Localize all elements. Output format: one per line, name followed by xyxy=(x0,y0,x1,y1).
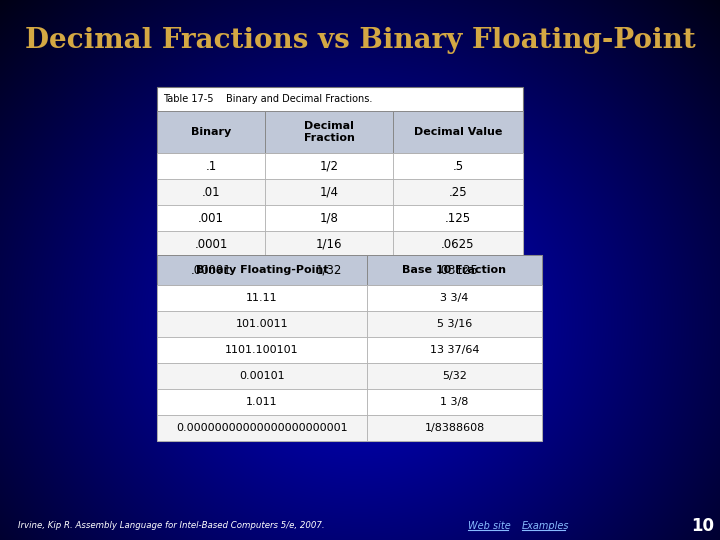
Text: 1.011: 1.011 xyxy=(246,397,278,407)
Bar xyxy=(265,179,393,205)
Text: Web site: Web site xyxy=(468,521,510,531)
Bar xyxy=(157,389,367,415)
Text: 10: 10 xyxy=(691,517,714,535)
Text: .00001: .00001 xyxy=(191,264,231,276)
Bar xyxy=(157,87,523,283)
Text: .1: .1 xyxy=(205,159,217,172)
Bar xyxy=(157,153,265,179)
Bar xyxy=(157,337,367,363)
Bar xyxy=(157,363,367,389)
Text: 1/32: 1/32 xyxy=(316,264,342,276)
Text: 1/2: 1/2 xyxy=(320,159,338,172)
Bar xyxy=(157,179,265,205)
Text: .25: .25 xyxy=(449,186,467,199)
Text: .01: .01 xyxy=(202,186,220,199)
Text: .03125: .03125 xyxy=(438,264,478,276)
Text: Decimal Value: Decimal Value xyxy=(414,127,502,137)
Bar xyxy=(157,311,367,337)
Text: .125: .125 xyxy=(445,212,471,225)
Text: 5 3/16: 5 3/16 xyxy=(437,319,472,329)
Bar xyxy=(265,257,393,283)
Text: Binary Floating-Point: Binary Floating-Point xyxy=(196,265,328,275)
Bar xyxy=(157,257,265,283)
Text: 0.00101: 0.00101 xyxy=(239,371,285,381)
Bar xyxy=(157,231,265,257)
Bar xyxy=(157,111,265,153)
Bar xyxy=(367,255,542,285)
Bar xyxy=(393,257,523,283)
Bar xyxy=(393,179,523,205)
Text: 1/4: 1/4 xyxy=(320,186,338,199)
Bar xyxy=(265,205,393,231)
Text: Table 17-5    Binary and Decimal Fractions.: Table 17-5 Binary and Decimal Fractions. xyxy=(163,94,372,104)
Text: Binary: Binary xyxy=(191,127,231,137)
Text: .0625: .0625 xyxy=(441,238,474,251)
Text: 3 3/4: 3 3/4 xyxy=(441,293,469,303)
Bar xyxy=(157,285,367,311)
Bar xyxy=(367,415,542,441)
Text: 1101.100101: 1101.100101 xyxy=(225,345,299,355)
Bar xyxy=(393,111,523,153)
Text: .001: .001 xyxy=(198,212,224,225)
Bar xyxy=(157,205,265,231)
Text: 11.11: 11.11 xyxy=(246,293,278,303)
Text: 1 3/8: 1 3/8 xyxy=(441,397,469,407)
Bar xyxy=(367,285,542,311)
Bar xyxy=(367,363,542,389)
Text: .5: .5 xyxy=(452,159,464,172)
Text: 0.00000000000000000000001: 0.00000000000000000000001 xyxy=(176,423,348,433)
Bar xyxy=(265,111,393,153)
Text: 5/32: 5/32 xyxy=(442,371,467,381)
Text: Irvine, Kip R. Assembly Language for Intel-Based Computers 5/e, 2007.: Irvine, Kip R. Assembly Language for Int… xyxy=(18,522,325,530)
Bar xyxy=(157,255,367,285)
Text: Examples: Examples xyxy=(522,521,570,531)
Bar xyxy=(393,205,523,231)
Text: .0001: .0001 xyxy=(194,238,228,251)
Text: 101.0011: 101.0011 xyxy=(235,319,288,329)
Bar xyxy=(393,231,523,257)
Text: 1/8388608: 1/8388608 xyxy=(424,423,485,433)
Bar xyxy=(393,153,523,179)
Bar xyxy=(157,415,367,441)
Text: 1/16: 1/16 xyxy=(316,238,342,251)
Text: Base 10 Fraction: Base 10 Fraction xyxy=(402,265,506,275)
Text: 13 37/64: 13 37/64 xyxy=(430,345,480,355)
Text: 1/8: 1/8 xyxy=(320,212,338,225)
Bar xyxy=(157,255,542,441)
Bar xyxy=(265,153,393,179)
Text: Decimal
Fraction: Decimal Fraction xyxy=(304,121,354,143)
Bar xyxy=(367,389,542,415)
Bar xyxy=(367,337,542,363)
Bar xyxy=(367,311,542,337)
Text: Decimal Fractions vs Binary Floating-Point: Decimal Fractions vs Binary Floating-Poi… xyxy=(24,26,696,53)
Bar xyxy=(265,231,393,257)
